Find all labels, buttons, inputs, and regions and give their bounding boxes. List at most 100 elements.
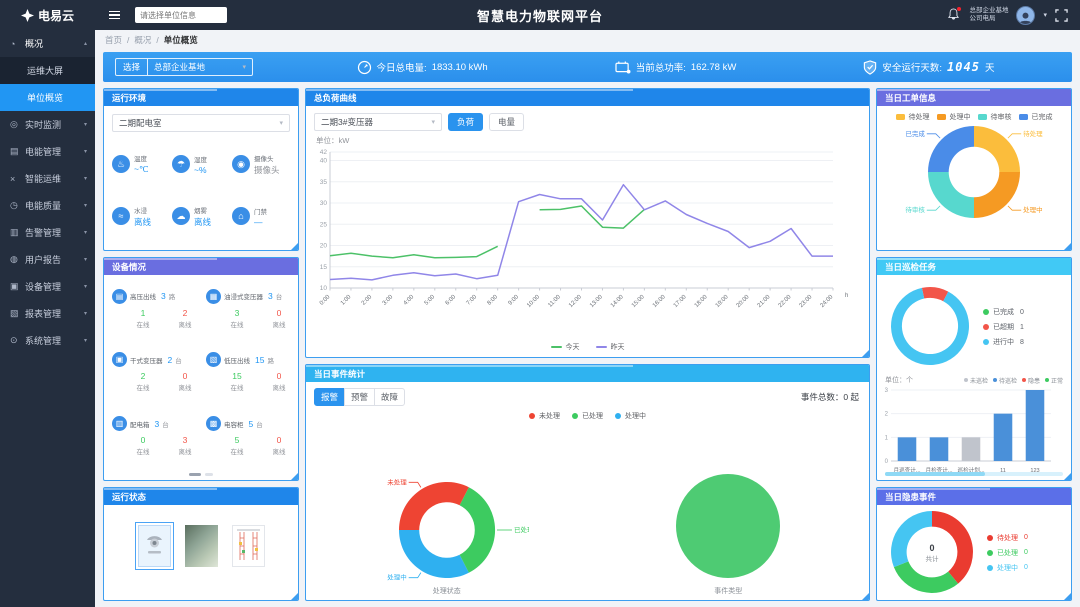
svg-text:0:00: 0:00 <box>319 294 332 307</box>
device-name: 油浸式变压器 <box>224 294 263 302</box>
legend-swatch <box>983 339 989 345</box>
avatar-caret-icon[interactable]: ▾ <box>1043 12 1047 19</box>
svg-text:17:00: 17:00 <box>673 294 688 309</box>
breadcrumb-home[interactable]: 首页 <box>105 35 123 45</box>
workorder-panel: 当日工单信息 待处理 处理中 待审核 已完成 待处理 处理中 待审核 已完成 <box>876 88 1072 251</box>
svg-text:10:00: 10:00 <box>526 294 541 309</box>
chevron-down-icon: ▾ <box>83 122 87 128</box>
legend-item[interactable]: 已完成 <box>1018 112 1053 122</box>
carousel-dots <box>104 468 298 480</box>
online-cell: 15 在线 <box>216 371 258 392</box>
carousel-dot[interactable] <box>189 472 201 476</box>
legend-swatch <box>992 378 997 382</box>
svg-text:6:00: 6:00 <box>445 294 458 307</box>
legend-item[interactable]: 正常 <box>1044 376 1063 385</box>
fault-tab-button[interactable]: 故障 <box>374 388 406 406</box>
svg-text:16:00: 16:00 <box>652 294 667 309</box>
energy-tab-button[interactable]: 电量 <box>489 113 525 131</box>
device-count: 3 <box>154 418 160 429</box>
legend-item[interactable]: 未处理 <box>529 411 560 421</box>
sidebar-item-5[interactable]: ▥ 告警管理 ▾ <box>0 219 95 246</box>
org-label: 总部企业基地 公司电局 <box>969 7 1009 22</box>
legend-item[interactable]: 待审核 <box>977 112 1012 122</box>
sidebar-subitem-单位概览[interactable]: 单位概览 <box>0 84 95 111</box>
menu-toggle-icon[interactable] <box>101 10 127 20</box>
legend-item[interactable]: 今天 <box>550 342 580 352</box>
legend-item[interactable]: 已处理 <box>572 411 603 421</box>
unit-search-input[interactable] <box>135 7 227 23</box>
unit-select[interactable]: 选择 总部企业基地 ▾ <box>115 58 254 76</box>
legend-item[interactable]: 未巡检 <box>963 376 988 385</box>
today-energy-stat: 今日总电量: 1833.10 kWh <box>357 60 488 75</box>
site-photo-thumbnail[interactable] <box>184 524 218 567</box>
sidebar-item-6[interactable]: ◍ 用户报告 ▾ <box>0 246 95 273</box>
legend-label: 进行中 <box>993 339 1014 346</box>
sidebar-item-7[interactable]: ▣ 设备管理 ▾ <box>0 273 95 300</box>
online-cell: 3 在线 <box>216 308 258 329</box>
avatar[interactable] <box>1016 5 1036 25</box>
sidebar-item-1[interactable]: ◎ 实时监测 ▾ <box>0 111 95 138</box>
sidebar-item-9[interactable]: ⊙ 系统管理 ▾ <box>0 327 95 354</box>
device-unit: 路 <box>267 357 274 365</box>
sidebar-item-0[interactable]: ◔ 概况 ▴ <box>0 30 95 57</box>
breadcrumb-overview[interactable]: 概况 <box>134 35 152 45</box>
status-panel: 运行状态 <box>103 487 299 601</box>
device-unit: 台 <box>275 294 283 302</box>
safe-days-stat: 安全运行天数: 1045 天 <box>863 59 994 75</box>
legend-item[interactable]: 处理中 <box>615 411 646 421</box>
sidebar-item-8[interactable]: ▧ 报表管理 ▾ <box>0 300 95 327</box>
offline-cell: 3 离线 <box>164 435 206 456</box>
online-label: 在线 <box>136 449 150 457</box>
offline-label: 离线 <box>272 385 286 393</box>
sensor-text: 烟雾 离线 <box>194 205 211 228</box>
legend-item[interactable]: 处理中 0 <box>987 563 1028 573</box>
patrol-bar-chart: 0 1 2 3 月巡查计... 月检查计... 巡检计划... 11 123 <box>877 385 1071 474</box>
workorder-donut-chart: 待处理 处理中 待审核 已完成 <box>877 122 1071 222</box>
device-panel: 设备情况 ▤ 高压出线 3 路 1 在线 2 离线 ▦ 油浸式变压器 3 台 3 在线 0 离线 ▣ 干式变压器 2… <box>103 257 299 481</box>
legend-value: 0 <box>1024 564 1028 571</box>
sidebar-item-label: 用户报告 <box>25 255 62 265</box>
legend-item[interactable]: 已超期 1 <box>983 322 1024 332</box>
legend-item[interactable]: 待处理 <box>895 112 930 122</box>
legend-item[interactable]: 昨天 <box>595 342 625 352</box>
device-unit: 台 <box>162 421 169 429</box>
sidebar-item-2[interactable]: ▤ 电能管理 ▾ <box>0 138 95 165</box>
offline-count: 0 <box>276 371 282 382</box>
camera-thumbnail[interactable] <box>134 521 174 570</box>
sensor-text: 摄像头 摄像头 <box>254 153 280 176</box>
sidebar-item-4[interactable]: ◷ 电能质量 ▾ <box>0 192 95 219</box>
device-stats: 3 在线 0 离线 <box>216 308 298 329</box>
legend-item[interactable]: 进行中 8 <box>983 337 1024 347</box>
legend-item[interactable]: 已处理 0 <box>987 548 1028 558</box>
diagram-thumbnail[interactable] <box>231 524 265 567</box>
legend-item[interactable]: 处理中 <box>936 112 971 122</box>
svg-text:0: 0 <box>885 459 889 465</box>
legend-item[interactable]: 已完成 0 <box>983 307 1024 317</box>
legend-item[interactable]: 待巡检 <box>992 376 1017 385</box>
legend-swatch <box>963 378 968 382</box>
offline-count: 0 <box>276 435 282 446</box>
svg-text:月检查计...: 月检查计... <box>925 466 952 474</box>
device-unit: 台 <box>175 357 182 365</box>
legend-item[interactable]: 待处理 0 <box>987 533 1028 543</box>
legend-item[interactable]: 隐患 <box>1021 376 1040 385</box>
transformer-select[interactable]: 二期3#变压器 ▾ <box>314 113 442 131</box>
sidebar-item-3[interactable]: × 智能运维 ▾ <box>0 165 95 192</box>
carousel-dot[interactable] <box>205 472 213 476</box>
alarm-tab-button[interactable]: 报警 <box>314 388 346 406</box>
notification-bell-icon[interactable] <box>947 7 962 22</box>
svg-text:42: 42 <box>320 149 328 156</box>
warning-tab-button[interactable]: 预警 <box>344 388 376 406</box>
device-panel-header: 设备情况 <box>104 258 298 275</box>
breadcrumb-separator: / <box>127 35 130 45</box>
svg-text:3:00: 3:00 <box>382 294 395 307</box>
load-tab-button[interactable]: 负荷 <box>448 113 484 131</box>
room-select[interactable]: 二期配电室 ▾ <box>112 114 290 132</box>
sidebar-subitem-运维大屏[interactable]: 运维大屏 <box>27 66 64 76</box>
sensor-name: 摄像头 <box>254 155 274 163</box>
device-unit: 台 <box>256 421 263 429</box>
fullscreen-icon[interactable] <box>1055 8 1068 22</box>
device-header: ▧ 低压出线 15 路 <box>206 352 298 368</box>
scrollbar-thumb[interactable] <box>885 472 985 476</box>
